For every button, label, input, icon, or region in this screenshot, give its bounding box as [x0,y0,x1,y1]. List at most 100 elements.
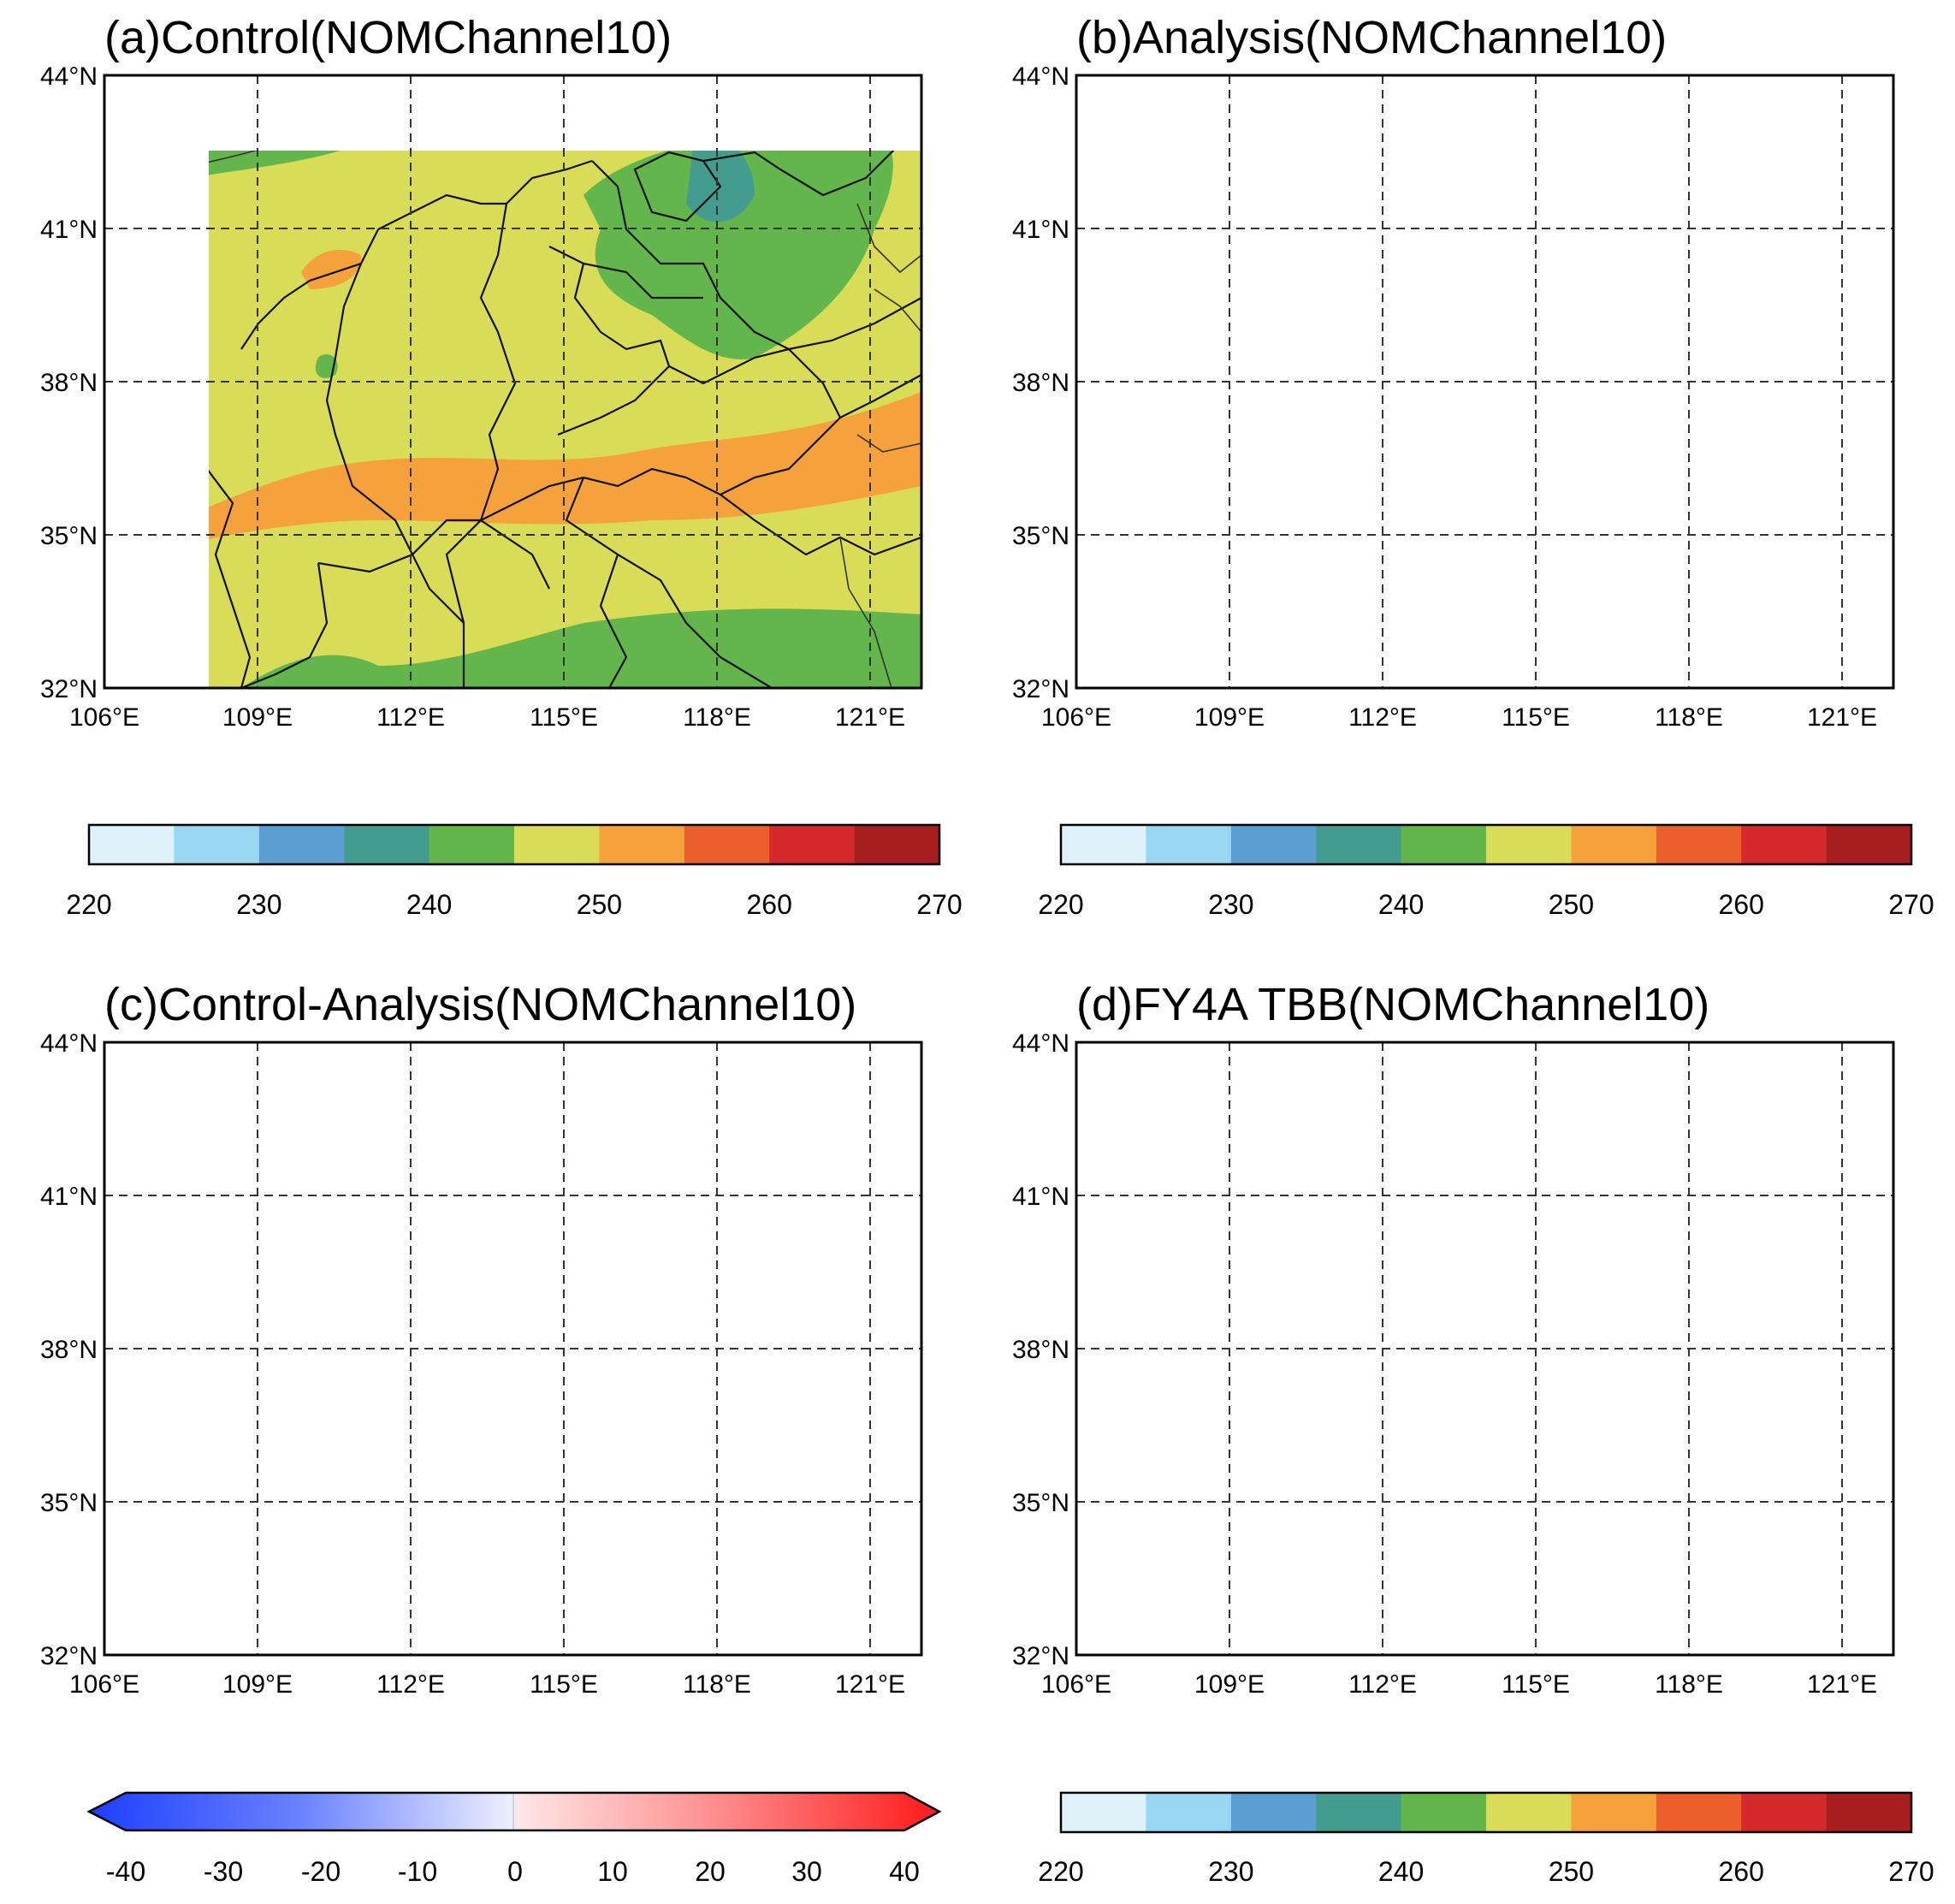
colorbar-segment [1741,1793,1828,1832]
colorbar-segment [89,825,175,864]
colorbar-segment [174,825,260,864]
diff-colorbar-ticks: -40 -30 -20 -10 0 10 20 30 40 [106,1856,920,1887]
lon-label: 118°E [1655,1670,1723,1699]
diff-tick: 0 [507,1856,523,1887]
colorbar-segment [1486,825,1572,864]
panel-b: (b)Analysis(NOMChannel10) [1012,12,1895,732]
lon-label: 115°E [1502,703,1570,732]
colorbar-segment [1146,825,1232,864]
panel-a-lon-ticks: 106°E 109°E 112°E 115°E 118°E 121°E [69,703,905,732]
lon-label: 109°E [1194,1670,1265,1699]
lat-label: 32°N [1012,675,1069,703]
colorbar-tick: 230 [1208,1856,1253,1887]
colorbar-segment [258,825,345,864]
colorbar-segment [854,825,940,864]
lat-label: 38°N [40,369,98,397]
colorbar-segment [514,825,600,864]
colorbar-segment [769,825,856,864]
colorbar-frame [1059,823,1913,866]
diff-tick: 10 [597,1856,628,1887]
lon-label: 115°E [530,1670,598,1699]
panel-a-map [209,151,923,690]
colorbar-tick: 230 [236,889,281,920]
colorbar-segment [1486,1793,1572,1832]
panel-c-grid [103,1041,923,1657]
lon-label: 115°E [1502,1670,1570,1699]
colorbar-tick: 250 [1549,889,1594,920]
lat-label: 32°N [40,1642,98,1670]
lat-label: 41°N [40,1183,98,1211]
lon-label: 112°E [376,703,445,732]
colorbar-segment [1230,825,1317,864]
panel-c-lat-ticks: 44°N 41°N 38°N 35°N 32°N [40,1029,98,1670]
colorbar-tick: 220 [66,889,111,920]
lat-label: 32°N [40,675,98,703]
lat-label: 35°N [1012,522,1069,550]
colorbar-tick: 270 [1888,889,1934,920]
lat-label: 41°N [40,216,98,244]
panel-d-lon-ticks: 106°E 109°E 112°E 115°E 118°E 121°E [1041,1670,1877,1699]
colorbar-segment [1401,825,1487,864]
colorbar-tick: 250 [577,889,622,920]
diff-colorbar [86,1791,942,1832]
lon-label: 109°E [222,703,293,732]
diff-tick: -40 [106,1856,145,1887]
lon-label: 106°E [1041,703,1111,732]
panel-c-title: (c)Control-Analysis(NOMChannel10) [104,979,856,1030]
panel-a-lat-ticks: 44°N 41°N 38°N 35°N 32°N [40,62,98,703]
lat-label: 32°N [1012,1642,1069,1670]
colorbar-d: 220 230 240 250 260 270 [1038,1791,1934,1887]
lat-label: 44°N [40,1029,98,1058]
colorbar-tick: 260 [747,889,792,920]
colorbar-tick: 220 [1038,889,1083,920]
lat-label: 41°N [1012,1183,1069,1211]
colorbar-tick: 240 [1378,889,1424,920]
colorbar-c: -40 -30 -20 -10 0 10 20 30 40 [86,1791,942,1887]
colorbar-tick: 270 [916,889,962,920]
lon-label: 109°E [1194,703,1265,732]
panel-b-lon-ticks: 106°E 109°E 112°E 115°E 118°E 121°E [1041,703,1877,732]
colorbar-frame [1059,1791,1913,1834]
colorbar-tick: 240 [1378,1856,1424,1887]
lon-label: 112°E [376,1670,445,1699]
lon-label: 112°E [1348,703,1417,732]
lon-label: 121°E [835,1670,905,1699]
panel-d-title: (d)FY4A TBB(NOMChannel10) [1076,979,1709,1030]
colorbar-segment [1656,825,1742,864]
panel-d-lat-ticks: 44°N 41°N 38°N 35°N 32°N [1012,1029,1069,1670]
colorbar-segment [599,825,685,864]
panel-a-title: (a)Control(NOMChannel10) [104,12,672,63]
diff-tick: -30 [204,1856,243,1887]
diff-tick: -10 [398,1856,437,1887]
lon-label: 112°E [1348,1670,1417,1699]
colorbar-tick: 270 [1888,1856,1934,1887]
lon-label: 106°E [1041,1670,1111,1699]
colorbar-segment [1061,825,1146,864]
diff-tick: 20 [695,1856,726,1887]
diff-tick: 30 [791,1856,822,1887]
lat-label: 44°N [40,62,98,91]
lon-label: 118°E [1655,703,1723,732]
lat-label: 44°N [1012,1029,1069,1058]
colorbar-segment [1571,825,1657,864]
panel-a: (a)Control(NOMChannel10) [40,12,923,732]
panel-b-lat-ticks: 44°N 41°N 38°N 35°N 32°N [1012,62,1069,703]
colorbar-segment [1230,1793,1317,1832]
colorbar-segment [1656,1793,1742,1832]
colorbar-b: 220 230 240 250 260 270 [1038,823,1934,920]
colorbar-segment [1826,825,1912,864]
colorbar-segment [684,825,770,864]
diff-tick: 40 [889,1856,920,1887]
lat-label: 35°N [1012,1489,1069,1517]
panel-c: (c)Control-Analysis(NOMChannel10) [40,979,923,1699]
colorbar-segment [344,825,430,864]
panel-c-lon-ticks: 106°E 109°E 112°E 115°E 118°E 121°E [69,1670,905,1699]
lon-label: 106°E [69,1670,139,1699]
colorbar-a: 220 230 240 250 260 270 [66,823,963,920]
lon-label: 115°E [530,703,598,732]
colorbar-segment [1826,1793,1912,1832]
colorbar-segment [1401,1793,1487,1832]
lon-label: 109°E [222,1670,293,1699]
colorbar-segment [1146,1793,1232,1832]
lon-label: 121°E [1807,703,1877,732]
